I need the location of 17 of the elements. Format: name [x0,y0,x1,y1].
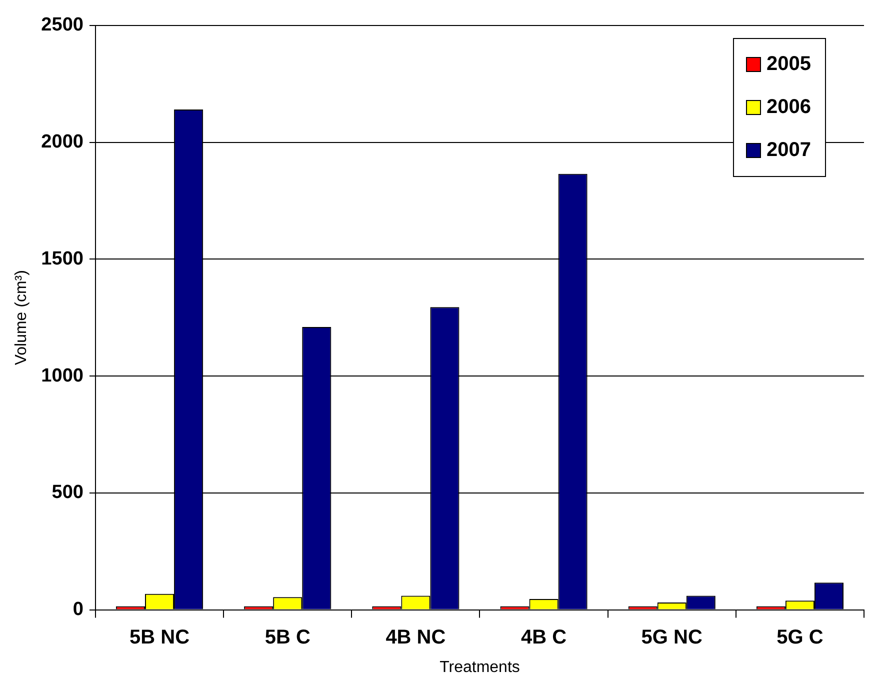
x-tick-label: 5B NC [130,626,190,648]
x-tick-label: 4B C [520,626,567,648]
x-tick-label: 4B NC [386,626,446,648]
legend-label: 2007 [766,139,811,162]
x-tick-label: 5G NC [641,626,702,648]
y-tick-label: 500 [52,482,84,504]
y-tick-label: 0 [72,599,84,620]
x-tick-label: 5G C [776,626,824,648]
y-tick-label: 2500 [41,14,84,36]
y-tick-label: 1500 [41,248,84,270]
x-tick-label: 5B C [264,626,310,648]
x-axis-title: Treatments [440,658,520,676]
y-axis-title: Volume (cm³) [13,270,30,366]
legend-label: 2006 [766,96,811,119]
y-tick-label: 2000 [41,132,84,153]
y-tick-label: 1000 [41,365,84,386]
legend-label: 2005 [766,53,811,76]
